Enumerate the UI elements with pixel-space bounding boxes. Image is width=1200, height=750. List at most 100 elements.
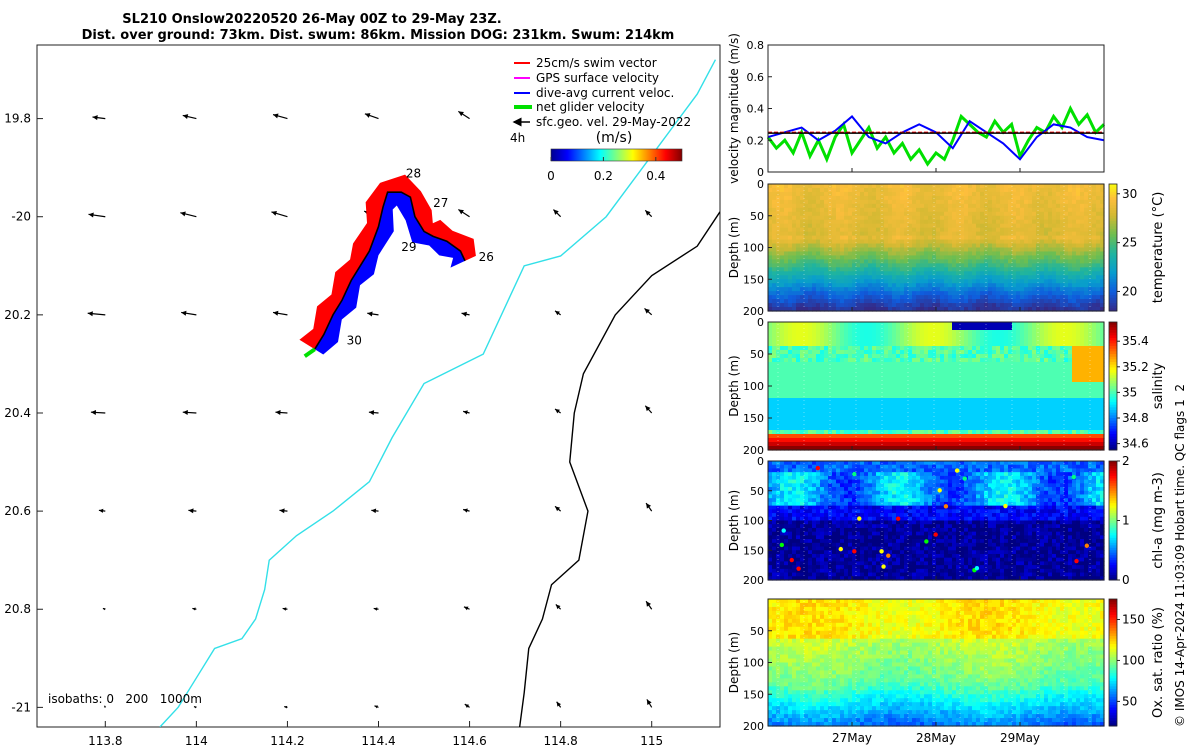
geo-velocity-arrowhead (645, 210, 651, 216)
chla-sample-dot (796, 566, 801, 571)
geo-velocity-arrowhead (556, 701, 562, 707)
chla-sample-dot (933, 532, 938, 537)
geo-velocity-arrowhead (284, 705, 288, 709)
panel-1: 0 0.2 0.4 0.6 0.8 velocity magnitude (m/s) (727, 33, 1106, 184)
colorbar-tick-label: 25 (1122, 236, 1137, 250)
y-tick-label: 0 (757, 166, 764, 179)
geo-velocity-arrowhead (555, 604, 561, 610)
colorbar-1 (1108, 183, 1118, 312)
chla-sample-dot (895, 516, 901, 521)
panel-4: 2 1 0 chl-a (mg m-3) 0 50 100 150 200 Depth (m) (727, 454, 1166, 587)
chla-sample-dot (990, 484, 996, 490)
colorbar-tick-label: 34.8 (1122, 411, 1149, 425)
map-y-tick-label: -21 (11, 700, 31, 714)
x-tick-label: 28May (916, 731, 956, 745)
panel-3: 35.4 35.2 35 34.8 34.6 salinity 0 50 100 150 200 De… (727, 316, 1166, 457)
map-y-tick-label: 20.6 (4, 504, 31, 518)
panel-5: 150 100 50 Ox. sat. ratio (%) 50 100 150 200 Dep… (727, 598, 1166, 745)
y-tick-label: 0 (757, 178, 764, 191)
chla-sample-dot (879, 549, 884, 554)
colorbar-unit-label: (m/s) (596, 130, 633, 146)
geo-velocity-arrowhead (188, 508, 194, 514)
y-tick-label: 150 (743, 412, 764, 425)
chla-sample-dot (1003, 503, 1008, 509)
y-axis-label: Depth (m) (727, 355, 741, 416)
y-tick-label: 200 (743, 720, 764, 733)
heatmap-cells (768, 322, 1105, 451)
y-tick-label: 100 (743, 242, 764, 255)
geo-velocity-arrowhead (102, 608, 106, 611)
isobath-200m-line (518, 211, 720, 727)
map-x-tick-label: 114.6 (452, 734, 486, 748)
geo-velocity-arrowhead (463, 410, 468, 415)
map-y-tick-label: 19.8 (4, 112, 31, 126)
colorbar-label: Ox. sat. ratio (%) (1151, 607, 1166, 718)
geo-velocity-arrowhead (374, 705, 379, 709)
isobath-0m-line (159, 59, 717, 727)
geo-velocity-arrowhead (463, 508, 468, 513)
colorbar-tick-label: 150 (1122, 612, 1145, 626)
colorbar-tick-label: 100 (1122, 653, 1145, 667)
legend-net-label: net glider velocity (536, 100, 644, 114)
geo-velocity-arrowhead (182, 409, 188, 415)
geo-velocity-arrowhead (182, 114, 189, 119)
chla-sample-dot (886, 553, 891, 558)
colorbar-tick-label: 30 (1122, 187, 1137, 201)
day-label-29: 29 (401, 240, 416, 254)
colorbar-tick-label: 1 (1122, 514, 1130, 528)
map-x-tick-label: 114.2 (270, 734, 304, 748)
geo-velocity-arrowhead (555, 310, 560, 316)
map-x-tick-label: 115 (640, 734, 663, 748)
map-frame (36, 44, 721, 728)
map-x-tick-label: 114.8 (543, 734, 577, 748)
chla-sample-dot (779, 542, 784, 548)
y-tick-label: 200 (743, 444, 764, 457)
geo-velocity-arrowhead (373, 607, 378, 611)
chla-sample-dot (974, 565, 980, 571)
colorbar-label: salinity (1151, 362, 1166, 409)
geo-velocity-arrowhead (192, 607, 196, 611)
y-tick-label: 0 (757, 455, 764, 468)
map-x-tick-label: 114 (185, 734, 208, 748)
chla-sample-dot (1074, 558, 1079, 564)
geo-velocity-arrowhead (555, 408, 560, 414)
y-tick-label: 200 (743, 305, 764, 318)
colorbar-tick-label: 35.2 (1122, 360, 1149, 374)
colorbar-tick-label: 35 (1122, 385, 1137, 399)
y-tick-label: 50 (750, 625, 764, 638)
heatmap-cells (768, 599, 1105, 727)
speed-colorbar-tick-label: 0 (547, 169, 555, 183)
geo-velocity-arrowhead (279, 508, 285, 514)
geo-velocity-arrowhead (645, 405, 651, 412)
map-y-tick-label: 20.8 (4, 602, 31, 616)
geo-velocity-arrowhead (553, 209, 559, 215)
chla-sample-dot (815, 465, 821, 471)
colorbar-4 (1108, 598, 1118, 727)
map-y-tick-label: -20 (11, 210, 31, 224)
geo-velocity-arrowhead (458, 209, 464, 215)
legend-dive-label: dive-avg current veloc. (536, 86, 674, 100)
legend-gps-label: GPS surface velocity (536, 71, 659, 85)
isobath-label: isobaths: 0 200 1000m (48, 692, 202, 706)
geo-velocity-arrowhead (368, 410, 375, 416)
title-line-2: Dist. over ground: 73km. Dist. swum: 86k… (82, 28, 675, 43)
chla-sample-dot (937, 488, 942, 493)
net-glider-velocity-segment (303, 347, 316, 358)
geo-velocity-arrowhead (555, 506, 561, 512)
speed-colorbar (550, 148, 683, 162)
y-tick-label: 150 (743, 688, 764, 701)
chla-sample-dot (924, 539, 929, 544)
dive-avg-current-band (314, 192, 466, 355)
y-tick-label: 200 (743, 574, 764, 587)
geo-velocity-arrowhead (181, 310, 187, 316)
geo-velocity-arrowhead (273, 113, 279, 119)
colorbar-tick-label: 50 (1122, 694, 1137, 708)
swim-vector-band (299, 174, 476, 350)
y-tick-label: 150 (743, 273, 764, 286)
map-legend: 25cm/s swim vector GPS surface velocity … (512, 56, 691, 129)
y-tick-label: 50 (750, 210, 764, 223)
title-line-1: SL210 Onslow20220520 26-May 00Z to 29-Ma… (122, 12, 501, 27)
y-tick-label: 150 (743, 544, 764, 557)
geo-velocity-arrowhead (271, 210, 277, 216)
